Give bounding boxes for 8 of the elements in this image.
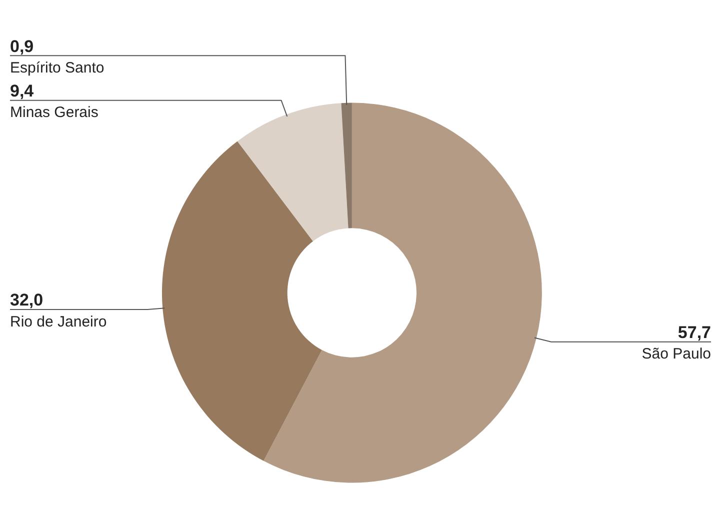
slice-label: Minas Gerais (10, 104, 98, 122)
data-label: 9,4 (10, 82, 34, 101)
data-label: 0,9 (10, 36, 34, 56)
slice-label: Espírito Santo (10, 59, 104, 76)
slice-label: Rio de Janeiro (10, 313, 107, 330)
data-label: 32,0 (10, 290, 44, 310)
data-label: 57,7 (678, 323, 712, 342)
slice-label: São Paulo (642, 346, 712, 363)
